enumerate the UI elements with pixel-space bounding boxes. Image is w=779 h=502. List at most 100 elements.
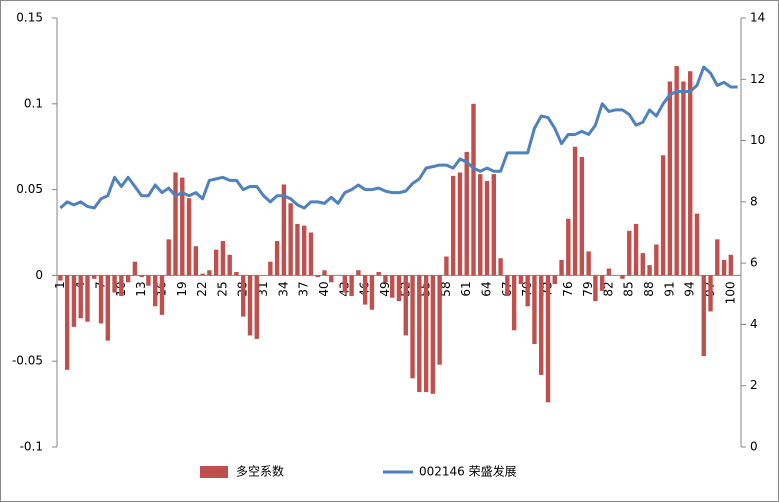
- bar: [660, 155, 666, 276]
- y2-tick-label: 4: [750, 317, 758, 331]
- bar: [593, 275, 598, 302]
- bar: [64, 275, 70, 370]
- x-tick-label: 40: [317, 281, 331, 296]
- bar: [640, 253, 646, 276]
- bar: [532, 275, 537, 345]
- bar: [620, 275, 625, 279]
- bar: [396, 275, 402, 302]
- bar: [444, 256, 449, 276]
- bar: [220, 241, 226, 276]
- bar: [213, 249, 219, 276]
- y-tick-label: -0.05: [12, 354, 43, 368]
- bar: [599, 275, 605, 291]
- x-tick-label: 31: [256, 281, 270, 296]
- bar: [430, 275, 436, 394]
- bar: [383, 275, 388, 283]
- bar: [180, 177, 185, 276]
- bar: [681, 81, 686, 276]
- bar: [491, 174, 497, 276]
- bar: [464, 151, 469, 276]
- x-tick-label: 19: [175, 281, 189, 296]
- bar: [342, 275, 348, 293]
- line: [59, 65, 738, 210]
- bar: [295, 223, 300, 276]
- bar: [227, 254, 232, 276]
- x-tick-label: 13: [134, 281, 148, 296]
- y-tick-label: -0.1: [20, 440, 43, 454]
- bar: [410, 275, 415, 379]
- x-tick-label: 34: [276, 281, 290, 296]
- bar: [234, 271, 239, 276]
- bar: [511, 275, 517, 331]
- bar: [173, 172, 178, 276]
- y-tick-label: 0.15: [16, 11, 43, 25]
- bar: [207, 270, 212, 276]
- bar: [247, 275, 253, 336]
- x-tick-label: 58: [439, 281, 453, 296]
- bar: [349, 275, 354, 296]
- y2-tick-label: 12: [750, 72, 765, 86]
- bar: [186, 198, 192, 276]
- bar: [694, 213, 700, 276]
- bar: [498, 258, 503, 276]
- bar: [132, 261, 138, 276]
- x-tick-label: 100: [723, 281, 737, 304]
- bar: [457, 172, 463, 276]
- bar: [423, 275, 429, 393]
- bar: [356, 270, 361, 276]
- bar: [78, 275, 83, 319]
- legend-label: 多空系数: [236, 464, 284, 479]
- bar: [525, 275, 530, 307]
- bar: [288, 203, 293, 276]
- x-tick-label: 82: [601, 281, 615, 296]
- legend-label: 002146 荣盛发展: [419, 464, 517, 479]
- bar: [627, 230, 632, 276]
- bar: [146, 275, 151, 286]
- bar: [450, 175, 456, 276]
- y2-tick-label: 10: [750, 133, 765, 147]
- bar: [437, 275, 442, 365]
- x-tick-label: 88: [642, 281, 656, 296]
- bar: [268, 261, 273, 276]
- bar: [390, 275, 395, 298]
- x-tick-label: 76: [561, 281, 575, 296]
- bar: [667, 81, 673, 276]
- bar: [633, 223, 639, 276]
- y-tick-label: 0.1: [24, 96, 43, 110]
- bar: [241, 275, 246, 317]
- bar: [301, 225, 307, 276]
- bar: [362, 275, 368, 305]
- bar: [484, 181, 490, 276]
- bar: [471, 103, 476, 276]
- bar: [518, 275, 524, 284]
- bar: [539, 275, 544, 375]
- bar: [71, 275, 77, 327]
- bar: [322, 270, 327, 276]
- bar: [586, 251, 591, 276]
- bar: [708, 275, 713, 312]
- x-tick-label: 61: [459, 281, 473, 296]
- bar: [701, 275, 706, 357]
- bar: [274, 241, 280, 276]
- bar: [721, 259, 727, 276]
- x-tick-label: 91: [662, 281, 676, 296]
- x-tick-label: 79: [581, 281, 595, 296]
- y-tick-label: 0: [35, 268, 43, 282]
- x-tick-label: 49: [378, 281, 392, 296]
- bar: [92, 275, 97, 279]
- bar: [674, 66, 679, 276]
- bar: [166, 239, 171, 276]
- bar: [281, 184, 287, 276]
- bar: [369, 275, 375, 310]
- bar: [98, 275, 104, 324]
- y-tick-label: 0.05: [16, 182, 43, 196]
- y2-tick-label: 14: [750, 11, 765, 25]
- bar: [315, 275, 320, 278]
- x-tick-label: 85: [622, 281, 636, 296]
- legend-swatch: [200, 466, 228, 478]
- bar: [254, 275, 259, 339]
- bar: [572, 146, 578, 276]
- bar: [376, 271, 381, 276]
